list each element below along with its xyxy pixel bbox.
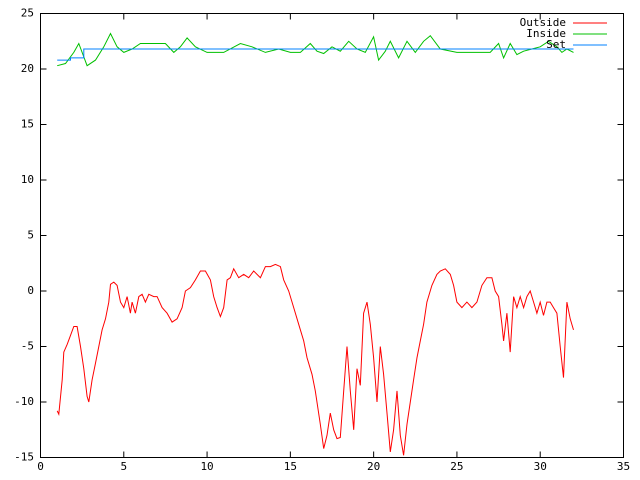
data-line: [57, 32, 574, 67]
x-tick-label: 25: [450, 460, 463, 473]
plot-border: [40, 13, 624, 458]
legend-label: Outside: [520, 16, 566, 29]
y-tick-label: 5: [27, 229, 34, 242]
data-line: [56, 263, 574, 456]
x-tick-label: 0: [37, 460, 44, 473]
x-tick-label: 10: [200, 460, 213, 473]
x-tick-label: 30: [534, 460, 547, 473]
y-tick-label: 20: [21, 62, 34, 75]
x-tick-label: 15: [284, 460, 297, 473]
x-tick-label: 35: [617, 460, 630, 473]
legend-label: Inside: [526, 27, 566, 40]
y-tick-label: 10: [21, 173, 34, 186]
y-tick-label: -15: [14, 451, 34, 464]
data-line: [57, 48, 574, 61]
x-tick-label: 20: [367, 460, 380, 473]
y-tick-label: 15: [21, 118, 34, 131]
legend-label: Set: [546, 38, 566, 51]
x-tick-label: 5: [120, 460, 127, 473]
y-tick-label: 0: [27, 284, 34, 297]
y-tick-label: 25: [21, 7, 34, 20]
y-tick-label: -5: [21, 340, 34, 353]
y-tick-label: -10: [14, 395, 34, 408]
